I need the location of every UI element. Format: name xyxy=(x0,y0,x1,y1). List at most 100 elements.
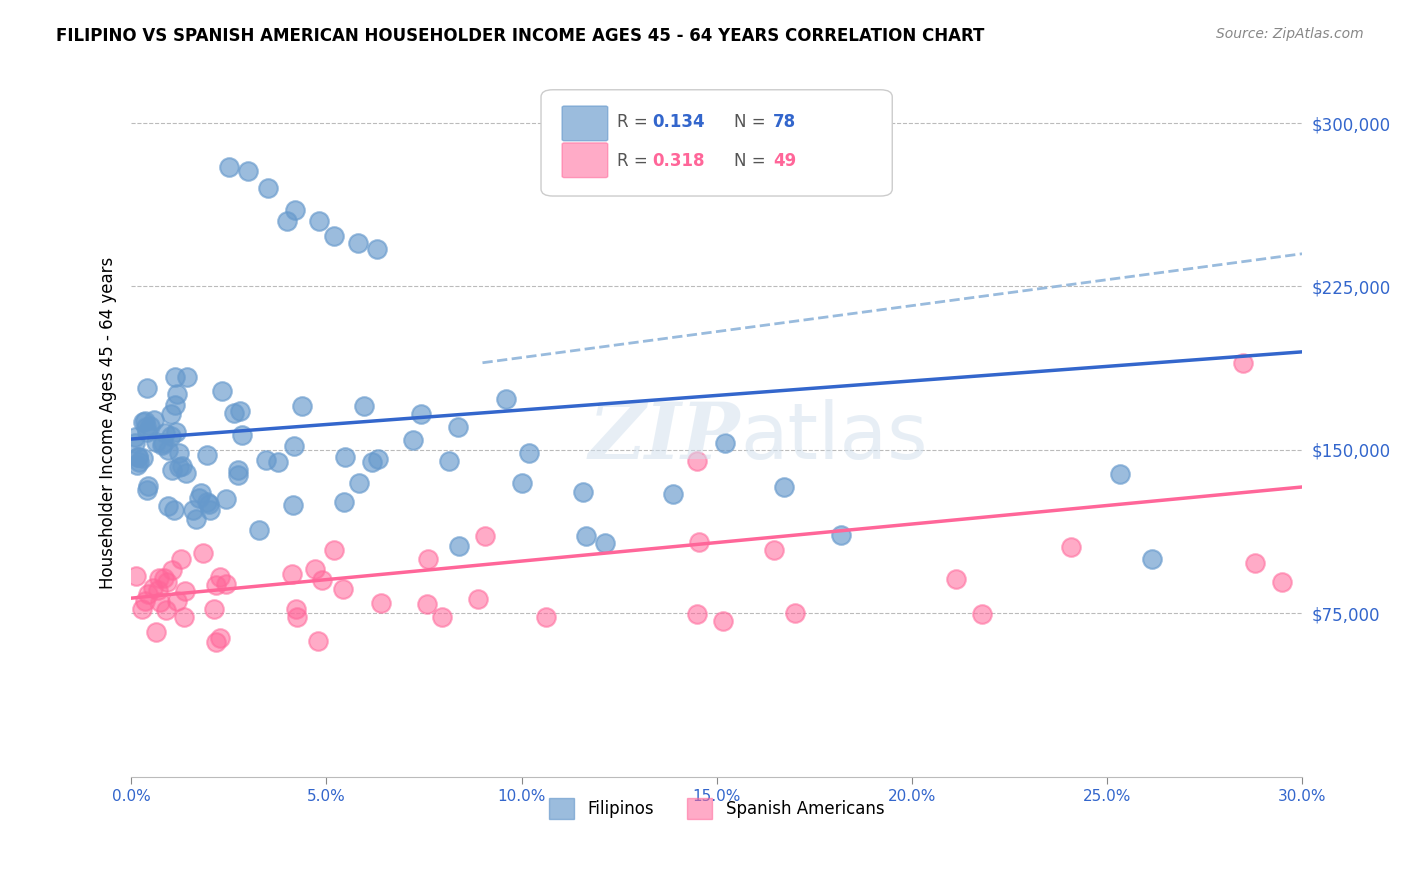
Filipinos xyxy=(132,451,155,466)
Filipinos xyxy=(145,434,167,449)
Spanish Americans xyxy=(215,577,238,591)
Filipinos xyxy=(510,475,533,490)
Filipinos xyxy=(166,387,188,401)
Filipinos xyxy=(176,370,198,384)
Filipinos xyxy=(360,455,382,469)
Filipinos xyxy=(136,483,159,498)
Filipinos xyxy=(160,428,183,442)
Filipinos xyxy=(495,392,517,406)
Filipinos xyxy=(366,243,388,257)
Filipinos xyxy=(333,450,356,464)
Filipinos xyxy=(174,466,197,480)
Spanish Americans xyxy=(370,596,392,610)
Filipinos xyxy=(595,536,617,550)
Spanish Americans xyxy=(131,602,153,616)
Spanish Americans xyxy=(688,535,710,549)
Filipinos xyxy=(186,511,208,525)
Filipinos xyxy=(128,455,150,469)
Filipinos xyxy=(150,438,173,452)
Filipinos xyxy=(226,467,249,482)
Filipinos xyxy=(517,446,540,460)
Spanish Americans xyxy=(209,631,232,645)
Filipinos xyxy=(291,399,314,413)
Spanish Americans xyxy=(762,543,785,558)
Filipinos xyxy=(1109,467,1132,481)
Spanish Americans xyxy=(474,528,496,542)
Spanish Americans xyxy=(149,595,172,609)
Filipinos xyxy=(1140,552,1163,566)
Filipinos xyxy=(163,398,186,412)
Spanish Americans xyxy=(332,582,354,596)
Filipinos xyxy=(333,495,356,509)
Filipinos xyxy=(124,429,146,443)
Spanish Americans xyxy=(285,601,308,615)
Spanish Americans xyxy=(156,575,179,590)
Filipinos xyxy=(172,458,194,473)
Filipinos xyxy=(229,404,252,418)
Filipinos xyxy=(222,406,245,420)
Filipinos xyxy=(347,476,370,491)
Spanish Americans xyxy=(416,597,439,611)
Spanish Americans xyxy=(162,563,184,577)
Spanish Americans xyxy=(323,543,346,558)
Spanish Americans xyxy=(304,562,326,576)
Spanish Americans xyxy=(432,610,454,624)
Spanish Americans xyxy=(418,552,440,566)
Spanish Americans xyxy=(148,570,170,584)
Filipinos xyxy=(411,407,433,421)
Filipinos xyxy=(135,425,157,439)
Spanish Americans xyxy=(205,635,228,649)
Filipinos xyxy=(447,539,470,553)
Filipinos xyxy=(134,414,156,428)
Filipinos xyxy=(247,523,270,537)
Filipinos xyxy=(155,426,177,441)
Text: N =: N = xyxy=(734,113,770,131)
Spanish Americans xyxy=(467,592,489,607)
Spanish Americans xyxy=(170,551,193,566)
Filipinos xyxy=(211,384,233,398)
Spanish Americans xyxy=(145,625,167,640)
Filipinos xyxy=(163,369,186,384)
Spanish Americans xyxy=(142,581,165,595)
Filipinos xyxy=(156,499,179,513)
Filipinos xyxy=(197,495,219,509)
Filipinos xyxy=(714,436,737,450)
Spanish Americans xyxy=(307,633,329,648)
Text: FILIPINO VS SPANISH AMERICAN HOUSEHOLDER INCOME AGES 45 - 64 YEARS CORRELATION C: FILIPINO VS SPANISH AMERICAN HOUSEHOLDER… xyxy=(56,27,984,45)
Spanish Americans xyxy=(711,614,734,628)
Spanish Americans xyxy=(155,603,177,617)
Filipinos xyxy=(160,463,183,477)
Filipinos xyxy=(276,214,298,228)
Filipinos xyxy=(198,497,221,511)
Spanish Americans xyxy=(686,454,709,468)
Filipinos xyxy=(267,454,290,468)
Spanish Americans xyxy=(685,607,707,621)
Text: Source: ZipAtlas.com: Source: ZipAtlas.com xyxy=(1216,27,1364,41)
Text: atlas: atlas xyxy=(740,399,928,475)
Text: N =: N = xyxy=(734,152,770,169)
Filipinos xyxy=(125,458,148,472)
Filipinos xyxy=(283,439,305,453)
Y-axis label: Householder Income Ages 45 - 64 years: Householder Income Ages 45 - 64 years xyxy=(100,257,117,589)
Spanish Americans xyxy=(1244,556,1267,570)
Spanish Americans xyxy=(311,573,333,587)
Filipinos xyxy=(323,229,346,244)
Filipinos xyxy=(165,425,187,440)
Filipinos xyxy=(575,529,598,543)
Spanish Americans xyxy=(148,582,170,597)
Filipinos xyxy=(238,164,260,178)
Spanish Americans xyxy=(285,610,308,624)
Filipinos xyxy=(124,436,146,450)
Filipinos xyxy=(136,479,159,493)
Filipinos xyxy=(773,480,796,494)
Filipinos xyxy=(163,503,186,517)
Spanish Americans xyxy=(153,571,176,585)
Spanish Americans xyxy=(138,587,160,601)
Filipinos xyxy=(572,484,595,499)
Filipinos xyxy=(830,528,852,542)
Spanish Americans xyxy=(945,573,967,587)
Filipinos xyxy=(218,160,240,174)
Legend: Filipinos, Spanish Americans: Filipinos, Spanish Americans xyxy=(543,791,891,825)
Filipinos xyxy=(284,203,307,218)
Spanish Americans xyxy=(785,606,807,620)
